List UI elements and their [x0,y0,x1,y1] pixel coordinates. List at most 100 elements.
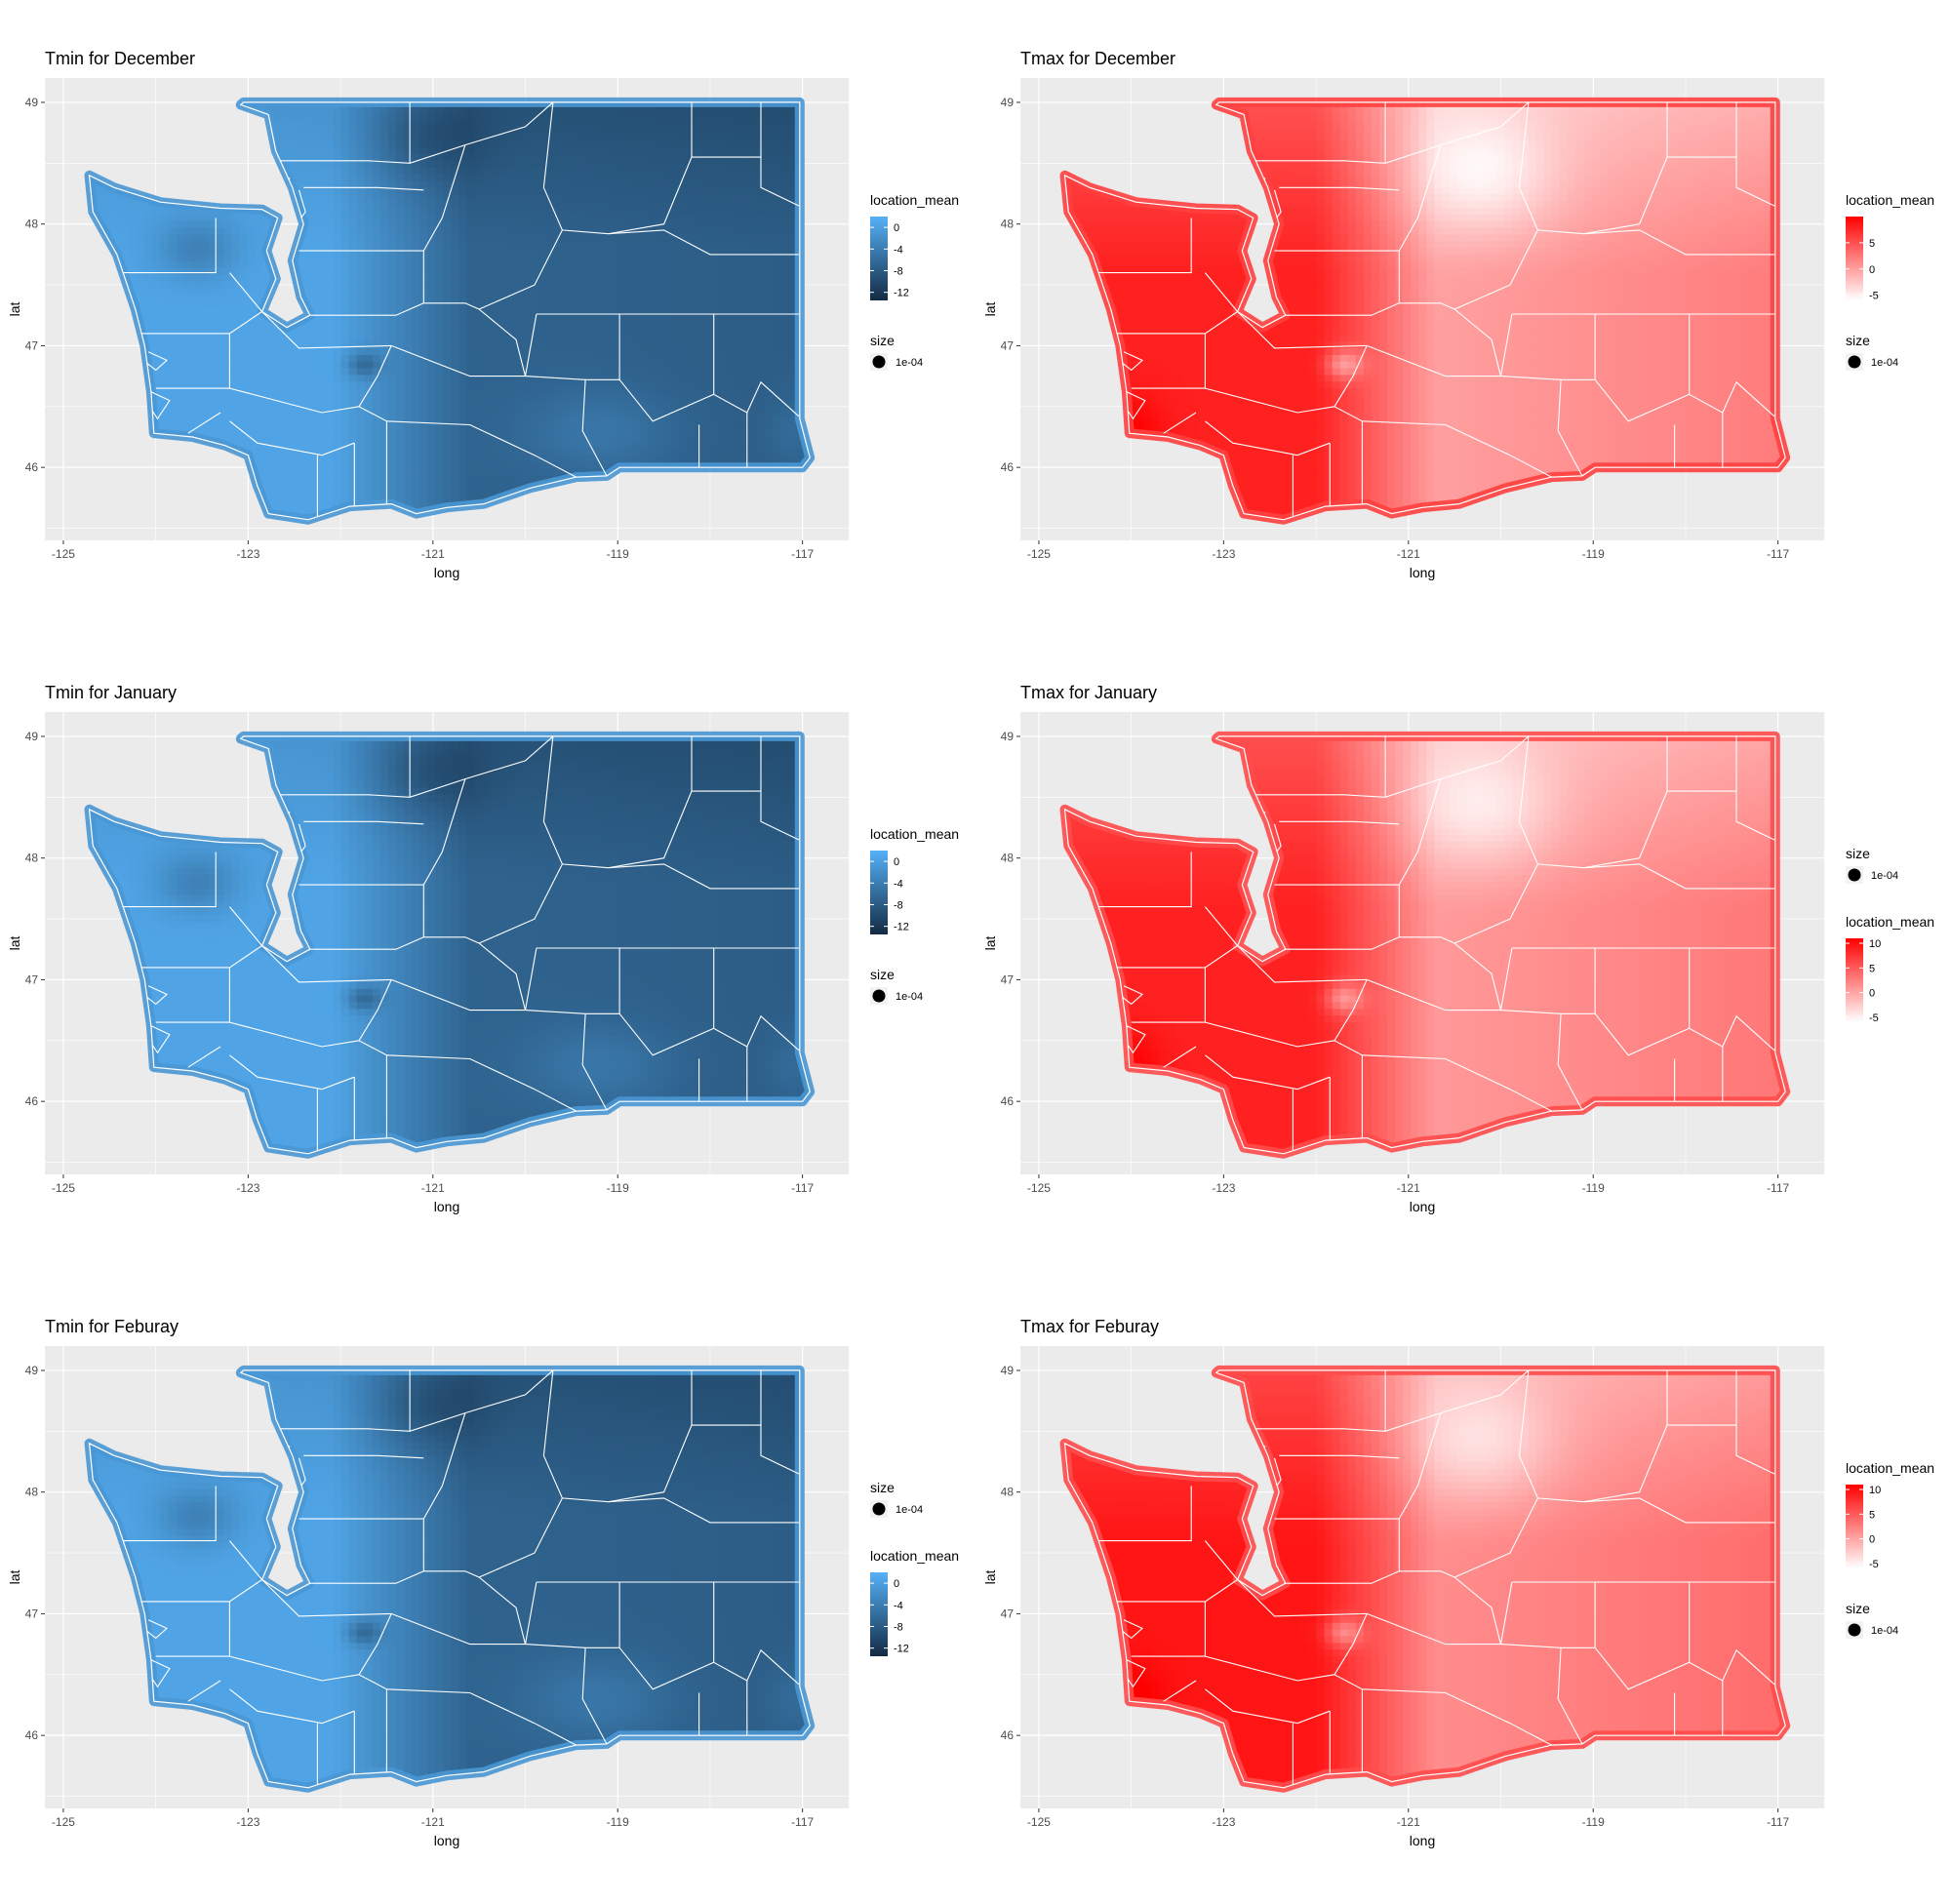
heatmap-cell [215,254,224,261]
chart-title: Tmin for December [45,49,195,68]
heatmap-cell [655,420,664,429]
heatmap-cell [670,173,680,181]
heatmap-cell [577,361,585,369]
heatmap-cell [356,467,366,476]
heatmap-cell [561,300,570,308]
heatmap-cell [160,374,170,382]
heatmap-cell [348,427,358,436]
heatmap-cell [498,367,507,376]
heatmap-cell [521,387,531,395]
heatmap-cell [577,273,585,282]
heatmap-cell [600,193,609,201]
heatmap-cell [482,260,492,268]
heatmap-cell [372,441,381,449]
heatmap-cell [255,226,263,235]
heatmap-cell [278,354,287,362]
heatmap-cell [608,314,617,322]
heatmap-cell [529,186,538,195]
heatmap-cell [404,254,413,261]
heatmap-cell [592,334,601,342]
heatmap-cell [317,193,327,201]
heatmap-cell [325,455,335,462]
heatmap-cell [340,226,350,235]
heatmap-cell [207,394,217,402]
heatmap-cell [505,361,515,369]
heatmap-cell [552,467,562,476]
heatmap-cell [121,207,130,215]
heatmap-cell [544,394,554,402]
heatmap-cell [176,320,185,329]
heatmap-cell [569,173,577,181]
heatmap-cell [387,139,397,148]
heatmap-cell [451,314,459,322]
heatmap-cell [379,200,389,208]
heatmap-cell [435,260,444,268]
heatmap-cell [395,414,405,422]
heatmap-cell [670,327,680,336]
heatmap-cell [584,160,593,168]
heatmap-cell [364,334,374,342]
heatmap-cell [160,354,170,362]
heatmap-cell [404,113,413,121]
heatmap-cell [191,219,201,228]
heatmap-cell [286,394,295,402]
heatmap-cell [521,460,531,469]
heatmap-cell [529,460,538,469]
heatmap-cell [537,280,546,289]
heatmap-cell [333,287,342,295]
heatmap-cell [521,106,531,114]
heatmap-cell [505,219,515,228]
heatmap-cell [176,300,185,308]
heatmap-cell [561,441,570,449]
heatmap-cell [395,300,405,308]
heatmap-cell [121,226,130,235]
heatmap-cell [404,354,413,362]
heatmap-cell [364,427,374,436]
heatmap-cell [466,260,476,268]
heatmap-cell [600,133,609,141]
heatmap-cell [404,427,413,436]
heatmap-cell [427,207,436,215]
heatmap-cell [333,160,342,168]
heatmap-cell [404,280,413,289]
heatmap-cell [529,280,538,289]
heatmap-cell [552,414,562,422]
heatmap-cell [451,153,459,161]
heatmap-cell [395,367,405,376]
heatmap-cell [199,300,209,308]
heatmap-cell [631,334,641,342]
heatmap-cell [207,314,217,322]
heatmap-cell [670,186,680,195]
heatmap-cell [458,394,467,402]
heatmap-cell [623,219,633,228]
heatmap-cell [317,347,327,355]
heatmap-cell [333,260,342,268]
heatmap-cell [537,214,546,221]
heatmap-cell [356,387,366,395]
heatmap-cell [474,408,484,416]
heatmap-cell [230,327,240,336]
heatmap-cell [639,280,649,289]
heatmap-cell [458,300,467,308]
heatmap-cell [412,179,420,188]
heatmap-cell [309,320,319,329]
heatmap-cell [395,401,405,409]
heatmap-cell [678,307,688,315]
heatmap-cell [631,294,641,301]
heatmap-cell [395,214,405,221]
heatmap-cell [215,420,224,429]
heatmap-cell [616,200,624,208]
heatmap-cell [451,380,459,389]
heatmap-cell [325,280,335,289]
heatmap-cell [152,374,161,382]
heatmap-cell [230,280,240,289]
heatmap-cell [521,226,531,235]
heatmap-cell [498,420,507,429]
heatmap-cell [286,427,295,436]
heatmap-cell [608,414,617,422]
heatmap-cell [270,488,279,496]
heatmap-cell [372,120,381,128]
heatmap-cell [498,320,507,329]
heatmap-cell [458,427,467,436]
heatmap-cell [379,280,389,289]
